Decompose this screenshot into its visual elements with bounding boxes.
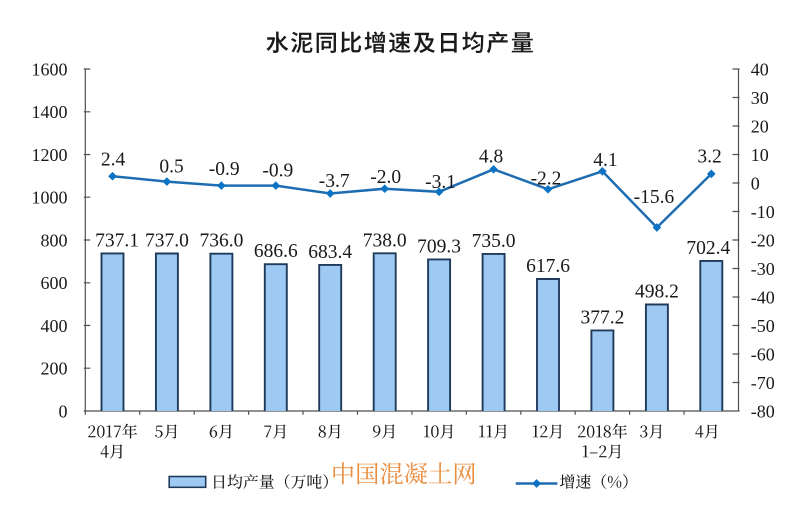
svg-text:-2.2: -2.2 xyxy=(531,169,562,190)
svg-text:-80: -80 xyxy=(751,401,775,421)
svg-text:498.2: 498.2 xyxy=(635,282,679,303)
svg-text:702.4: 702.4 xyxy=(686,238,730,259)
svg-text:1400: 1400 xyxy=(32,102,68,122)
svg-text:-15.6: -15.6 xyxy=(634,187,675,208)
svg-text:600: 600 xyxy=(41,273,68,293)
svg-text:200: 200 xyxy=(41,359,68,379)
svg-text:1200: 1200 xyxy=(32,145,68,165)
svg-text:-10: -10 xyxy=(751,202,775,222)
svg-text:-50: -50 xyxy=(751,316,775,336)
svg-text:400: 400 xyxy=(41,316,68,336)
svg-text:-70: -70 xyxy=(751,373,775,393)
svg-text:-3.7: -3.7 xyxy=(319,171,350,192)
svg-text:0.5: 0.5 xyxy=(159,156,183,177)
svg-text:-3.1: -3.1 xyxy=(425,172,456,193)
svg-text:-40: -40 xyxy=(751,287,775,307)
svg-text:0: 0 xyxy=(59,401,68,421)
svg-text:735.0: 735.0 xyxy=(472,231,516,252)
svg-text:736.0: 736.0 xyxy=(199,231,243,252)
svg-text:617.6: 617.6 xyxy=(526,256,570,277)
svg-text:4.8: 4.8 xyxy=(479,146,503,167)
svg-text:40: 40 xyxy=(751,59,769,79)
svg-text:709.3: 709.3 xyxy=(417,236,461,257)
svg-text:737.1: 737.1 xyxy=(95,230,139,251)
svg-text:1600: 1600 xyxy=(32,59,68,79)
svg-text:1000: 1000 xyxy=(32,188,68,208)
svg-text:3.2: 3.2 xyxy=(697,147,721,168)
svg-text:377.2: 377.2 xyxy=(580,307,624,328)
svg-text:686.6: 686.6 xyxy=(254,241,298,262)
svg-text:-0.9: -0.9 xyxy=(262,160,293,181)
svg-text:10: 10 xyxy=(751,145,769,165)
svg-text:738.0: 738.0 xyxy=(363,230,407,251)
svg-text:800: 800 xyxy=(41,230,68,250)
svg-text:4.1: 4.1 xyxy=(593,150,617,171)
svg-text:-20: -20 xyxy=(751,230,775,250)
svg-text:-2.0: -2.0 xyxy=(370,167,401,188)
svg-text:-60: -60 xyxy=(751,344,775,364)
svg-text:-30: -30 xyxy=(751,259,775,279)
svg-text:0: 0 xyxy=(751,173,760,193)
svg-text:-0.9: -0.9 xyxy=(209,159,240,180)
svg-text:20: 20 xyxy=(751,116,769,136)
svg-text:737.0: 737.0 xyxy=(145,231,189,252)
svg-text:30: 30 xyxy=(751,88,769,108)
svg-text:683.4: 683.4 xyxy=(308,242,352,263)
svg-text:2.4: 2.4 xyxy=(101,149,126,170)
